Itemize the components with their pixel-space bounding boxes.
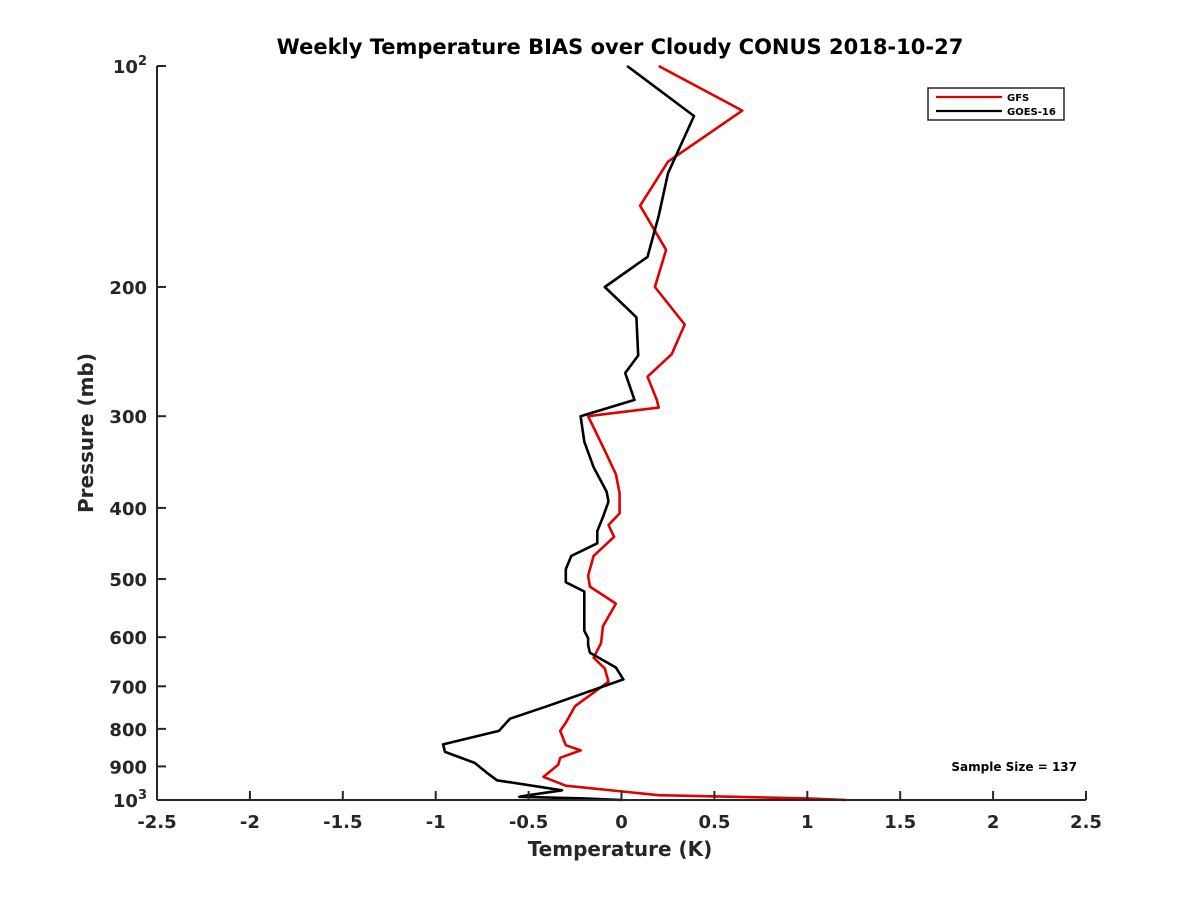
x-tick-label: -0.5 (509, 812, 548, 833)
x-tick-label: 0 (615, 812, 628, 833)
y-tick-label: 300 (109, 407, 147, 428)
y-axis-ticks: 102 200 300 400 500 600 700 800 900 103 (109, 54, 166, 812)
series-line-gfs (542, 64, 847, 802)
chart-title: Weekly Temperature BIAS over Cloudy CONU… (277, 35, 964, 59)
x-axis-label: Temperature (K) (528, 837, 713, 861)
x-tick-label: 2.5 (1070, 812, 1102, 833)
legend-label-goes16: GOES-16 (1007, 107, 1056, 118)
legend-label-gfs: GFS (1007, 93, 1029, 104)
y-tick-label: 600 (109, 628, 147, 649)
x-tick-label: 2 (987, 812, 1000, 833)
y-tick-label: 102 (113, 54, 147, 78)
x-tick-label: -1.5 (323, 812, 362, 833)
y-tick-label: 800 (109, 720, 147, 741)
sample-size-annotation: Sample Size = 137 (951, 760, 1077, 774)
x-tick-label: -2 (240, 812, 260, 833)
y-tick-label: 200 (109, 278, 147, 299)
y-tick-label: 700 (109, 677, 147, 698)
y-tick-label: 400 (109, 499, 147, 520)
y-tick-label: 900 (109, 757, 147, 778)
y-tick-label: 500 (109, 570, 147, 591)
x-tick-label: 1 (801, 812, 814, 833)
x-tick-label: 0.5 (698, 812, 730, 833)
series-line-goes16 (441, 64, 696, 802)
x-tick-label: -2.5 (137, 812, 176, 833)
y-tick-label: 103 (113, 788, 147, 812)
legend-box (927, 87, 1065, 121)
y-axis-label: Pressure (mb) (74, 353, 98, 513)
x-tick-label: 1.5 (884, 812, 916, 833)
plot-area (441, 64, 847, 802)
legend: GFS GOES-16 (927, 87, 1065, 121)
x-tick-label: -1 (426, 812, 446, 833)
x-axis-ticks: -2.5 -2 -1.5 -1 -0.5 0 0.5 1 1.5 2 2.5 (137, 791, 1102, 833)
